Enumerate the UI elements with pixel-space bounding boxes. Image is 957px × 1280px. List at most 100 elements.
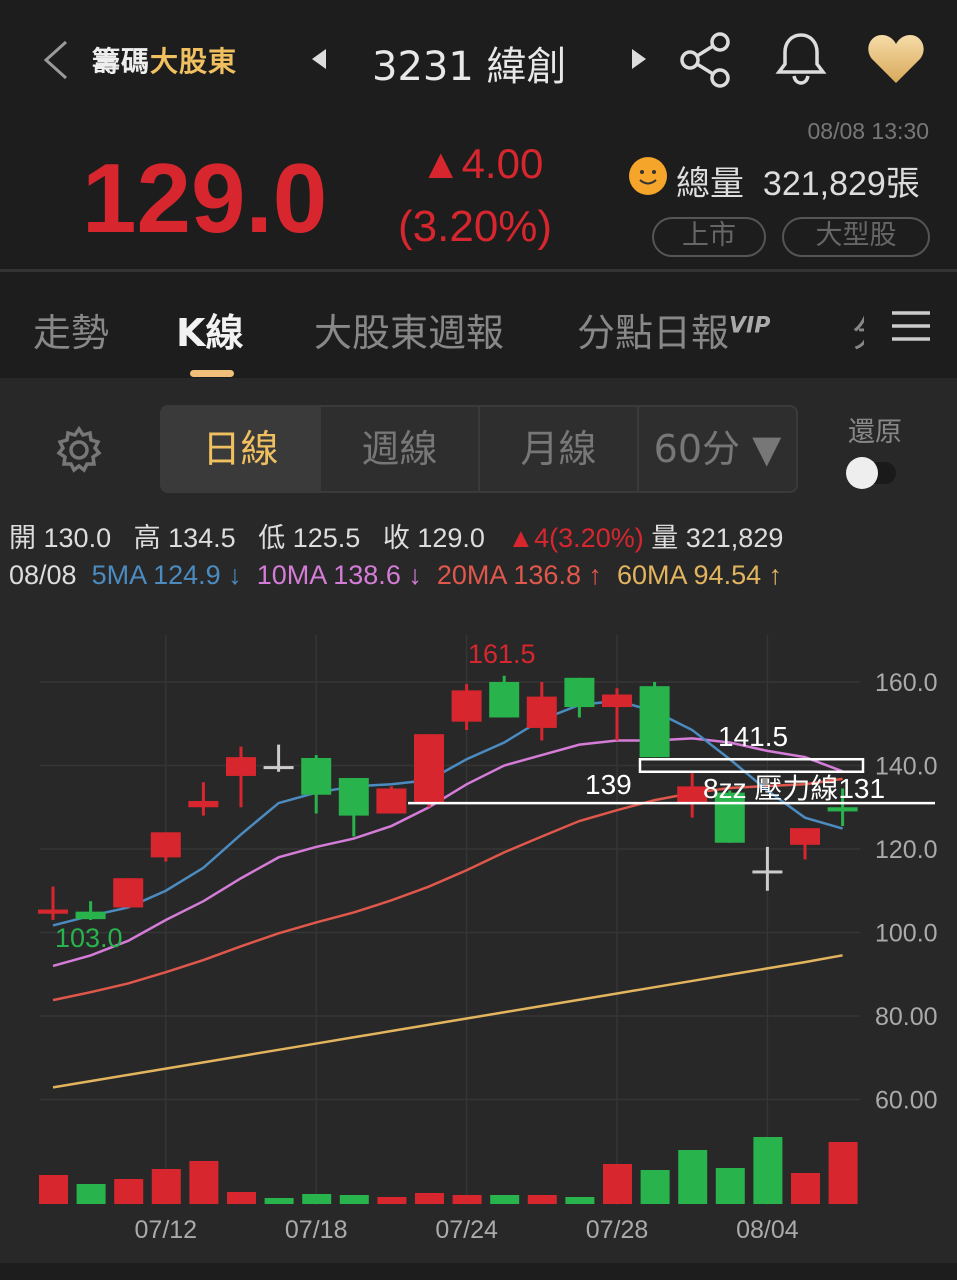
hamburger-icon[interactable] — [892, 310, 930, 342]
market-tag[interactable]: 上市 — [652, 217, 766, 257]
volume-bar — [753, 1137, 783, 1204]
candle — [489, 675, 520, 718]
volume-bar — [114, 1179, 144, 1204]
candle-body — [188, 800, 219, 808]
volume-bar — [490, 1195, 520, 1204]
ma10-line — [52, 737, 844, 968]
candle — [790, 828, 820, 860]
prev-stock-icon[interactable] — [308, 47, 330, 71]
high-price-label: 161.5 — [468, 639, 536, 669]
candle-body — [752, 870, 783, 874]
candle — [338, 778, 369, 837]
volume-bar — [527, 1195, 557, 1204]
candle — [752, 846, 783, 891]
annotation-box-label: 141.5 — [718, 721, 788, 752]
candle — [113, 878, 144, 908]
candle — [639, 682, 670, 758]
candle — [602, 688, 632, 741]
period-day[interactable]: 日線 — [162, 407, 321, 491]
candle-body — [526, 696, 557, 728]
candle-body — [376, 788, 407, 814]
size-tag[interactable]: 大型股 — [782, 217, 930, 257]
candle-body — [150, 832, 181, 858]
ohlc-row: 開 130.0 高 134.5 低 125.5 收 129.0 ▲4(3.20%… — [9, 523, 784, 553]
restore-label: 還原 — [848, 417, 902, 448]
x-tick-label: 07/12 — [135, 1216, 198, 1244]
candle-body — [827, 807, 858, 812]
y-tick-label: 120.0 — [875, 836, 938, 864]
volume-bar — [377, 1197, 407, 1204]
volume-bar — [791, 1173, 820, 1204]
candle — [414, 734, 444, 808]
volume-bar — [227, 1192, 256, 1204]
x-tick-label: 07/18 — [285, 1216, 348, 1244]
candle-body — [38, 909, 68, 914]
chart-panel — [0, 378, 957, 1263]
next-stock-icon[interactable] — [628, 47, 650, 71]
volume-bar — [151, 1169, 181, 1204]
candle-body — [226, 757, 256, 776]
last-price: 129.0 — [82, 143, 328, 253]
quote-time: 08/08 13:30 — [807, 118, 929, 144]
candle-body — [338, 778, 369, 816]
y-tick-label: 160.0 — [875, 669, 938, 697]
candle — [526, 682, 557, 741]
candle — [263, 744, 294, 772]
annotation-resistance-label: 8zz 壓力線131 — [703, 773, 885, 804]
candle — [827, 788, 858, 827]
y-tick-label: 60.00 — [875, 1087, 938, 1115]
candle — [376, 786, 407, 814]
candle-body — [564, 677, 595, 708]
total-volume: 總量 321,829張 — [676, 165, 920, 203]
candle — [75, 901, 106, 920]
candle-body — [677, 786, 708, 804]
candle-body — [602, 694, 632, 708]
period-week[interactable]: 週線 — [321, 407, 480, 491]
volume-bar — [302, 1194, 332, 1204]
candle — [226, 746, 256, 808]
candle-body — [301, 757, 332, 795]
period-month[interactable]: 月線 — [480, 407, 639, 491]
favorite-heart-icon[interactable] — [866, 33, 926, 85]
bell-icon[interactable] — [774, 30, 828, 86]
candle — [188, 782, 219, 816]
settings-gear-icon[interactable] — [55, 426, 103, 474]
tab-major-holders-weekly[interactable]: 大股東週報 — [314, 311, 505, 355]
restore-toggle[interactable] — [846, 457, 896, 489]
candle — [677, 771, 708, 818]
volume-bar — [828, 1142, 858, 1204]
volume-bar — [715, 1168, 745, 1204]
volume-bar — [415, 1193, 444, 1204]
tab-trend[interactable]: 走勢 — [33, 311, 110, 355]
volume-bar — [452, 1195, 482, 1204]
volume-bar — [189, 1161, 219, 1204]
candle — [451, 684, 482, 731]
volume-bar — [339, 1195, 369, 1204]
low-price-label: 103.0 — [55, 923, 123, 953]
annotation-box — [638, 757, 865, 774]
period-60min-dropdown[interactable]: 60分 ▼ — [653, 427, 782, 471]
share-icon[interactable] — [678, 30, 734, 88]
ma5-line — [52, 699, 843, 927]
candle — [150, 832, 181, 862]
app-brand: 籌碼大股東 — [92, 45, 238, 78]
y-tick-label: 80.00 — [875, 1003, 938, 1031]
candle — [714, 790, 745, 843]
price-change: ▲4.00 — [420, 140, 544, 187]
tab-kline[interactable]: K線 — [176, 311, 244, 355]
candle — [38, 886, 68, 920]
tab-branch-daily[interactable]: 分點日報VIP — [577, 311, 771, 355]
volume-bar — [565, 1197, 595, 1204]
candle-body — [414, 734, 444, 804]
price-change-percent: (3.20%) — [398, 202, 553, 251]
back-icon[interactable] — [40, 38, 70, 82]
divider — [0, 269, 957, 272]
tab-more[interactable]: 分 — [852, 302, 864, 357]
y-tick-label: 140.0 — [875, 753, 938, 781]
candle — [564, 677, 595, 718]
candle — [301, 755, 332, 814]
volume-bar — [640, 1170, 670, 1204]
y-tick-label: 100.0 — [875, 920, 938, 948]
ma20-line — [52, 777, 843, 1002]
